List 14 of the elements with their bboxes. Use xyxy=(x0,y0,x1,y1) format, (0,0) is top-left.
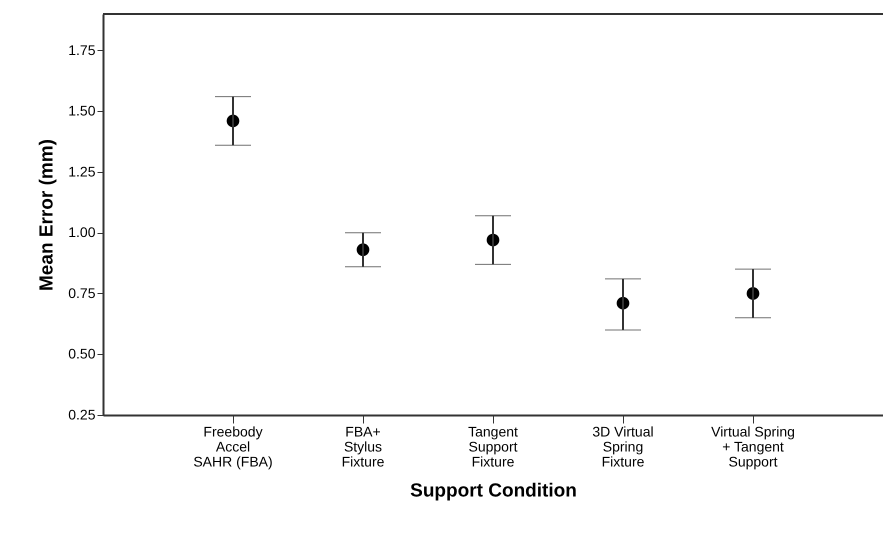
x-tick-label: Virtual Spring + Tangent Support xyxy=(711,424,795,470)
y-tick-label: 1.75 xyxy=(68,42,96,58)
x-tick-label: Tangent Support Fixture xyxy=(468,424,518,470)
y-tick-label: 1.00 xyxy=(68,224,96,240)
y-tick-label: 1.50 xyxy=(68,102,96,119)
x-axis-title: Support Condition xyxy=(410,480,577,502)
y-tick-label: 0.25 xyxy=(68,406,96,422)
x-tick-label: Freebody Accel SAHR (FBA) xyxy=(193,424,273,470)
y-tick-label: 0.75 xyxy=(68,284,96,301)
x-tick-label: 3D Virtual Spring Fixture xyxy=(592,424,654,470)
y-tick-label: 0.50 xyxy=(68,346,96,362)
y-tick-label: 1.25 xyxy=(68,163,96,180)
x-tick-label: FBA+ Stylus Fixture xyxy=(342,424,385,470)
y-axis-title: Mean Error (mm) xyxy=(36,138,58,292)
